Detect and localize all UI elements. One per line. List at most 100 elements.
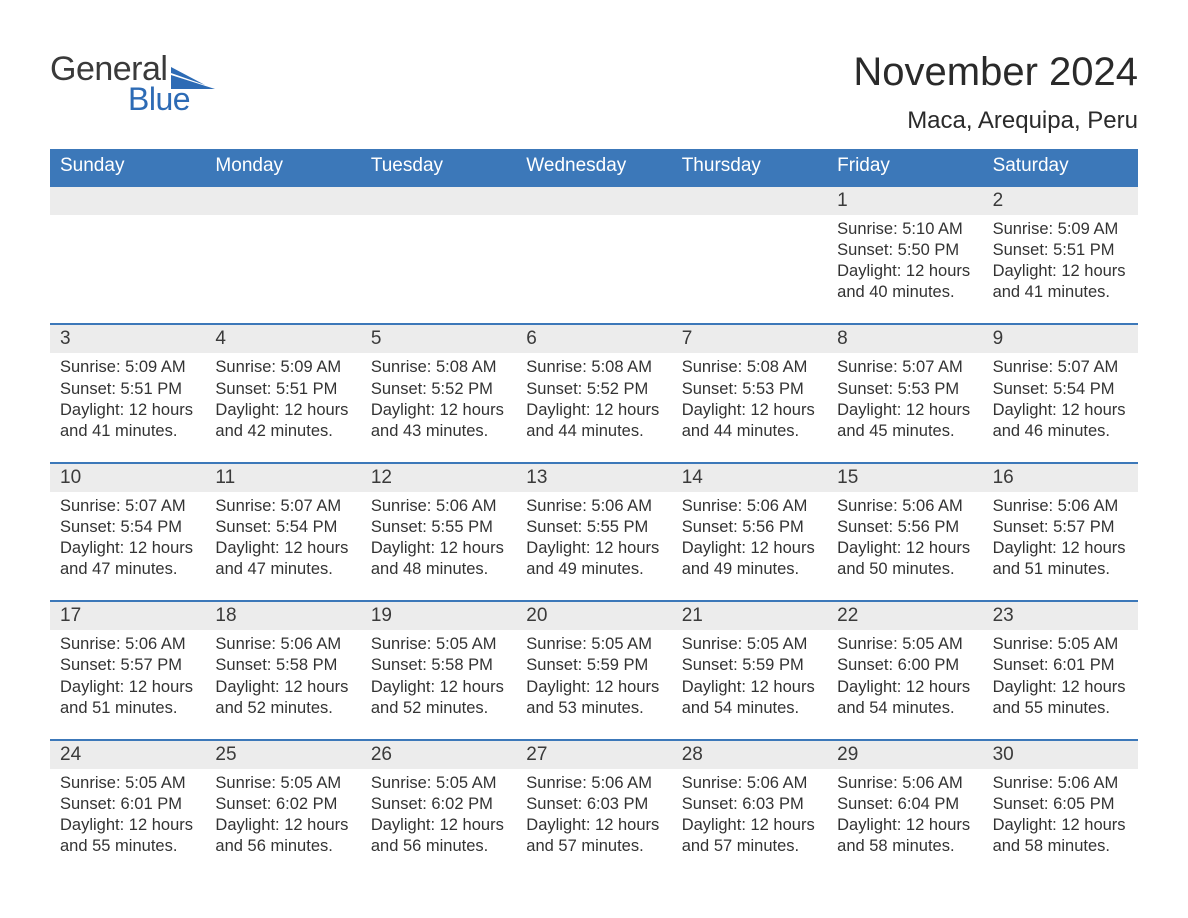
day-number: 19 [361, 602, 516, 630]
day-cell-empty [205, 187, 360, 305]
day-cell: 4Sunrise: 5:09 AMSunset: 5:51 PMDaylight… [205, 325, 360, 443]
daylight-line: Daylight: 12 hours and 44 minutes. [682, 400, 817, 442]
daylight-line: Daylight: 12 hours and 58 minutes. [993, 815, 1128, 857]
daylight-line: Daylight: 12 hours and 52 minutes. [215, 677, 350, 719]
sunset-line: Sunset: 6:01 PM [60, 794, 195, 815]
sunrise-line: Sunrise: 5:05 AM [60, 773, 195, 794]
day-cell: 30Sunrise: 5:06 AMSunset: 6:05 PMDayligh… [983, 741, 1138, 859]
day-number: 1 [827, 187, 982, 215]
daylight-line: Daylight: 12 hours and 55 minutes. [60, 815, 195, 857]
day-cell-empty [361, 187, 516, 305]
daylight-line: Daylight: 12 hours and 52 minutes. [371, 677, 506, 719]
sunrise-line: Sunrise: 5:09 AM [215, 357, 350, 378]
day-number: 7 [672, 325, 827, 353]
day-number: 15 [827, 464, 982, 492]
week-row: 10Sunrise: 5:07 AMSunset: 5:54 PMDayligh… [50, 462, 1138, 582]
day-cell: 1Sunrise: 5:10 AMSunset: 5:50 PMDaylight… [827, 187, 982, 305]
daylight-line: Daylight: 12 hours and 57 minutes. [682, 815, 817, 857]
day-number: 28 [672, 741, 827, 769]
weekday-header: Friday [827, 149, 982, 185]
day-cell: 16Sunrise: 5:06 AMSunset: 5:57 PMDayligh… [983, 464, 1138, 582]
day-cell: 22Sunrise: 5:05 AMSunset: 6:00 PMDayligh… [827, 602, 982, 720]
day-cell: 2 Sunrise: 5:09 AMSunset: 5:51 PMDaylight… [983, 187, 1138, 305]
sunset-line: Sunset: 5:56 PM [682, 517, 817, 538]
sunset-line: Sunset: 6:02 PM [371, 794, 506, 815]
sunset-line: Sunset: 5:58 PM [371, 655, 506, 676]
day-number: 12 [361, 464, 516, 492]
sunset-line: Sunset: 5:51 PM [60, 379, 195, 400]
day-cell: 7Sunrise: 5:08 AMSunset: 5:53 PMDaylight… [672, 325, 827, 443]
week-row: 3Sunrise: 5:09 AMSunset: 5:51 PMDaylight… [50, 323, 1138, 443]
sunrise-line: Sunrise: 5:05 AM [371, 634, 506, 655]
day-number [516, 187, 671, 215]
day-cell: 26Sunrise: 5:05 AMSunset: 6:02 PMDayligh… [361, 741, 516, 859]
sunrise-line: Sunrise: 5:05 AM [837, 634, 972, 655]
day-number [50, 187, 205, 215]
day-number: 9 [983, 325, 1138, 353]
day-number: 30 [983, 741, 1138, 769]
location: Maca, Arequipa, Peru [853, 107, 1138, 135]
daylight-line: Daylight: 12 hours and 45 minutes. [837, 400, 972, 442]
sunset-line: Sunset: 5:51 PM [993, 240, 1128, 261]
day-number: 13 [516, 464, 671, 492]
sunrise-line: Sunrise: 5:06 AM [526, 773, 661, 794]
day-cell: 27Sunrise: 5:06 AMSunset: 6:03 PMDayligh… [516, 741, 671, 859]
week-row: 1Sunrise: 5:10 AMSunset: 5:50 PMDaylight… [50, 185, 1138, 305]
day-number: 29 [827, 741, 982, 769]
day-cell: 17Sunrise: 5:06 AMSunset: 5:57 PMDayligh… [50, 602, 205, 720]
sunrise-line: Sunrise: 5:05 AM [993, 634, 1128, 655]
sunset-line: Sunset: 5:57 PM [60, 655, 195, 676]
day-cell: 28Sunrise: 5:06 AMSunset: 6:03 PMDayligh… [672, 741, 827, 859]
day-cell: 3Sunrise: 5:09 AMSunset: 5:51 PMDaylight… [50, 325, 205, 443]
weekday-header: Saturday [983, 149, 1138, 185]
weekday-header: Monday [205, 149, 360, 185]
daylight-line: Daylight: 12 hours and 56 minutes. [371, 815, 506, 857]
sunset-line: Sunset: 6:03 PM [526, 794, 661, 815]
week-row: 17Sunrise: 5:06 AMSunset: 5:57 PMDayligh… [50, 600, 1138, 720]
sunset-line: Sunset: 6:01 PM [993, 655, 1128, 676]
daylight-line: Daylight: 12 hours and 40 minutes. [837, 261, 972, 303]
sunset-line: Sunset: 6:04 PM [837, 794, 972, 815]
sunrise-line: Sunrise: 5:09 AM [993, 219, 1128, 240]
day-number: 16 [983, 464, 1138, 492]
day-number [361, 187, 516, 215]
day-number: 2 [983, 187, 1138, 215]
day-cell: 21Sunrise: 5:05 AMSunset: 5:59 PMDayligh… [672, 602, 827, 720]
daylight-line: Daylight: 12 hours and 54 minutes. [682, 677, 817, 719]
sunrise-line: Sunrise: 5:07 AM [215, 496, 350, 517]
day-number: 24 [50, 741, 205, 769]
sunset-line: Sunset: 5:58 PM [215, 655, 350, 676]
daylight-line: Daylight: 12 hours and 55 minutes. [993, 677, 1128, 719]
calendar: SundayMondayTuesdayWednesdayThursdayFrid… [50, 149, 1138, 859]
day-cell: 8Sunrise: 5:07 AMSunset: 5:53 PMDaylight… [827, 325, 982, 443]
daylight-line: Daylight: 12 hours and 58 minutes. [837, 815, 972, 857]
sunset-line: Sunset: 5:52 PM [526, 379, 661, 400]
daylight-line: Daylight: 12 hours and 53 minutes. [526, 677, 661, 719]
day-number: 17 [50, 602, 205, 630]
sunrise-line: Sunrise: 5:06 AM [526, 496, 661, 517]
sunrise-line: Sunrise: 5:06 AM [837, 773, 972, 794]
day-cell: 25Sunrise: 5:05 AMSunset: 6:02 PMDayligh… [205, 741, 360, 859]
daylight-line: Daylight: 12 hours and 50 minutes. [837, 538, 972, 580]
daylight-line: Daylight: 12 hours and 41 minutes. [993, 261, 1128, 303]
sunset-line: Sunset: 5:54 PM [215, 517, 350, 538]
sunset-line: Sunset: 5:59 PM [526, 655, 661, 676]
sunrise-line: Sunrise: 5:05 AM [526, 634, 661, 655]
sunset-line: Sunset: 5:53 PM [682, 379, 817, 400]
daylight-line: Daylight: 12 hours and 57 minutes. [526, 815, 661, 857]
sunset-line: Sunset: 6:05 PM [993, 794, 1128, 815]
brand-logo: General Blue [50, 50, 215, 118]
day-cell: 24 Sunrise: 5:05 AMSunset: 6:01 PMDayligh… [50, 741, 205, 859]
sunrise-line: Sunrise: 5:06 AM [993, 496, 1128, 517]
day-cell: 14Sunrise: 5:06 AMSunset: 5:56 PMDayligh… [672, 464, 827, 582]
day-number: 11 [205, 464, 360, 492]
day-cell-empty [672, 187, 827, 305]
sunrise-line: Sunrise: 5:06 AM [837, 496, 972, 517]
day-cell: 20Sunrise: 5:05 AMSunset: 5:59 PMDayligh… [516, 602, 671, 720]
sunrise-line: Sunrise: 5:08 AM [526, 357, 661, 378]
sunrise-line: Sunrise: 5:07 AM [837, 357, 972, 378]
day-number: 21 [672, 602, 827, 630]
sunrise-line: Sunrise: 5:05 AM [682, 634, 817, 655]
day-cell: 13Sunrise: 5:06 AMSunset: 5:55 PMDayligh… [516, 464, 671, 582]
sunrise-line: Sunrise: 5:05 AM [215, 773, 350, 794]
